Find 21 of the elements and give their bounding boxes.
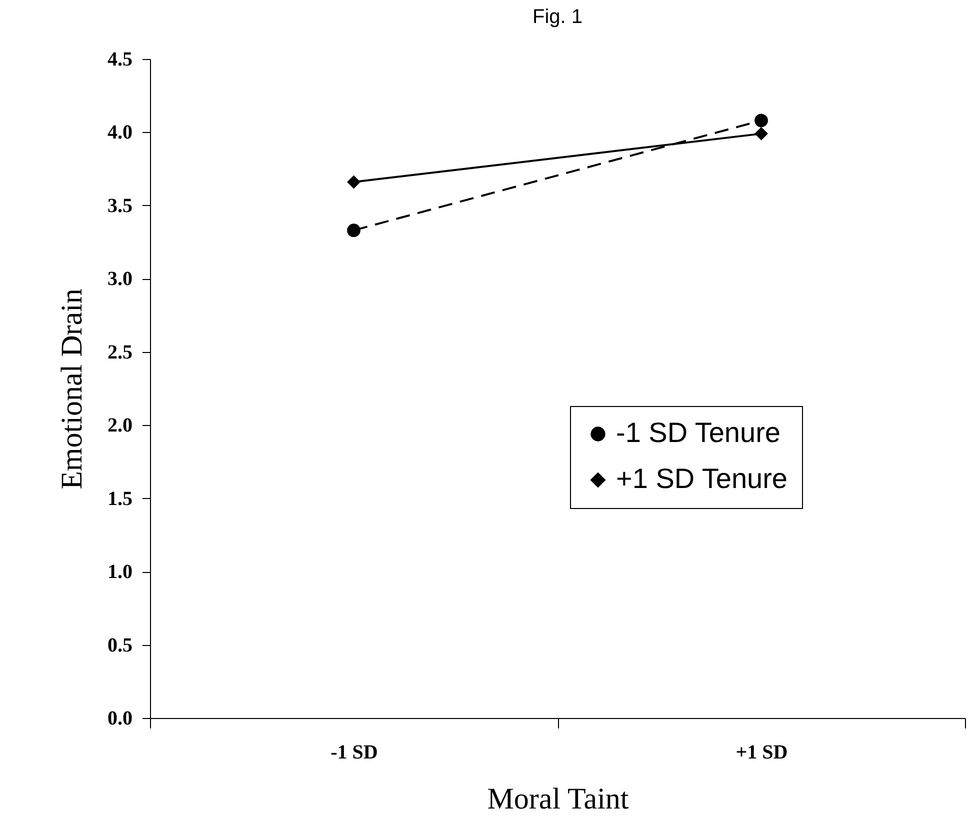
y-tick-label: 3.5 [108, 194, 132, 217]
y-tick-label: 2.5 [108, 341, 132, 364]
point [754, 126, 768, 140]
y-tick-label: 0.0 [108, 708, 132, 730]
legend-label: -1 SD Tenure [616, 417, 780, 448]
legend-label: +1 SD Tenure [616, 463, 788, 494]
y-tick-label: 4.5 [108, 48, 132, 70]
point [754, 114, 768, 128]
y-axis-title: Emotional Drain [56, 288, 88, 490]
y-tick-label: 3.0 [108, 268, 132, 290]
point [347, 175, 360, 189]
y-tick-label: 1.0 [108, 561, 132, 584]
x-tick-label: +1 SD [736, 742, 788, 764]
y-tick-label: 1.5 [108, 488, 132, 510]
y-tick-label: 2.0 [108, 414, 132, 437]
point [347, 224, 360, 238]
chart-title: Fig. 1 [532, 6, 583, 28]
x-axis-title: Moral Taint [487, 782, 630, 816]
y-tick-label: 4.0 [108, 122, 132, 144]
y-tick-label: 0.5 [108, 634, 132, 656]
x-tick-label: -1 SD [330, 742, 378, 764]
